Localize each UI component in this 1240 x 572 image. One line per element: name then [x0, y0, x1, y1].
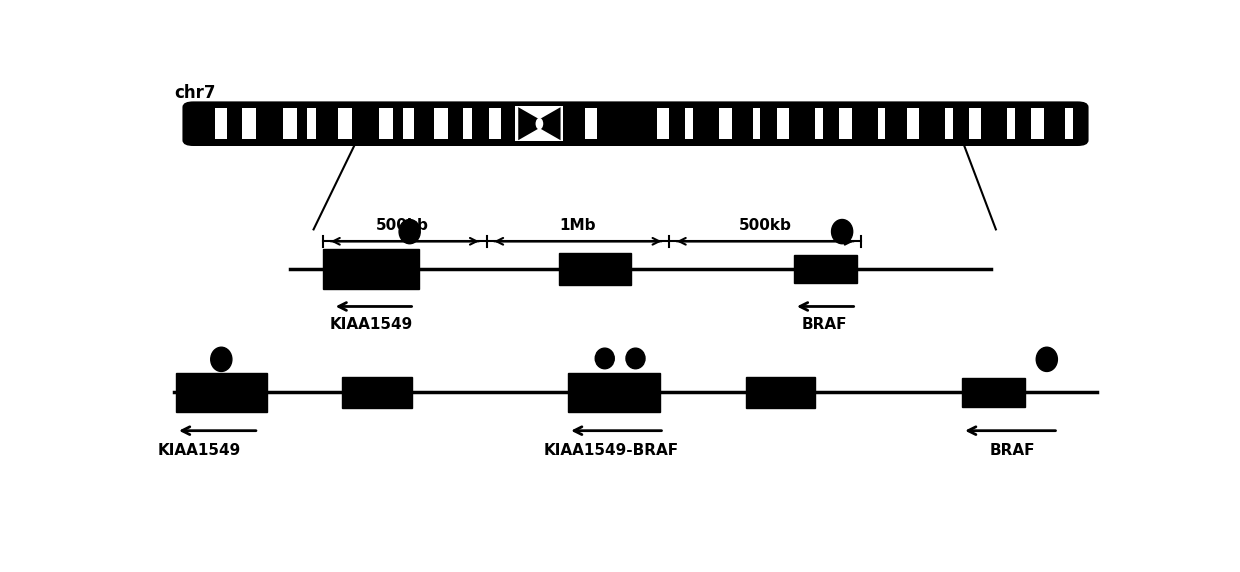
Bar: [324, 249, 419, 289]
Ellipse shape: [536, 118, 543, 129]
Bar: [403, 108, 414, 140]
Bar: [215, 108, 227, 140]
Ellipse shape: [832, 220, 853, 244]
Bar: [945, 108, 952, 140]
Bar: [1032, 108, 1044, 140]
Polygon shape: [518, 107, 539, 140]
Bar: [686, 108, 693, 140]
Bar: [463, 108, 472, 140]
Bar: [434, 108, 448, 140]
Bar: [1065, 108, 1073, 140]
Bar: [878, 108, 885, 140]
Bar: [516, 106, 563, 141]
Text: KIAA1549: KIAA1549: [157, 443, 241, 458]
Bar: [815, 108, 823, 140]
Bar: [176, 372, 268, 412]
FancyBboxPatch shape: [184, 103, 1087, 145]
Bar: [1007, 108, 1016, 140]
Bar: [337, 108, 352, 140]
Text: BRAF: BRAF: [990, 443, 1035, 458]
Polygon shape: [539, 107, 560, 140]
Bar: [490, 108, 501, 140]
Text: 500kb: 500kb: [376, 219, 428, 233]
Bar: [794, 255, 857, 283]
Text: KIAA1549: KIAA1549: [330, 317, 413, 332]
Bar: [746, 377, 815, 408]
Bar: [719, 108, 732, 140]
Ellipse shape: [595, 348, 614, 369]
Bar: [243, 108, 255, 140]
Text: KIAA1549-BRAF: KIAA1549-BRAF: [544, 443, 680, 458]
Ellipse shape: [626, 348, 645, 369]
Bar: [379, 108, 393, 140]
Ellipse shape: [399, 220, 420, 244]
Text: 500kb: 500kb: [739, 219, 791, 233]
Bar: [342, 377, 412, 408]
Text: BRAF: BRAF: [802, 317, 848, 332]
Ellipse shape: [1037, 347, 1058, 371]
Bar: [657, 108, 670, 140]
Bar: [306, 108, 316, 140]
Bar: [283, 108, 298, 140]
Bar: [753, 108, 760, 140]
Ellipse shape: [211, 347, 232, 371]
Bar: [839, 108, 852, 140]
Bar: [962, 378, 1024, 407]
Text: 1Mb: 1Mb: [559, 219, 596, 233]
Text: chr7: chr7: [174, 84, 216, 102]
Bar: [558, 253, 631, 285]
Bar: [776, 108, 790, 140]
Bar: [906, 108, 919, 140]
Bar: [968, 108, 982, 140]
Bar: [568, 372, 660, 412]
Bar: [584, 108, 598, 140]
